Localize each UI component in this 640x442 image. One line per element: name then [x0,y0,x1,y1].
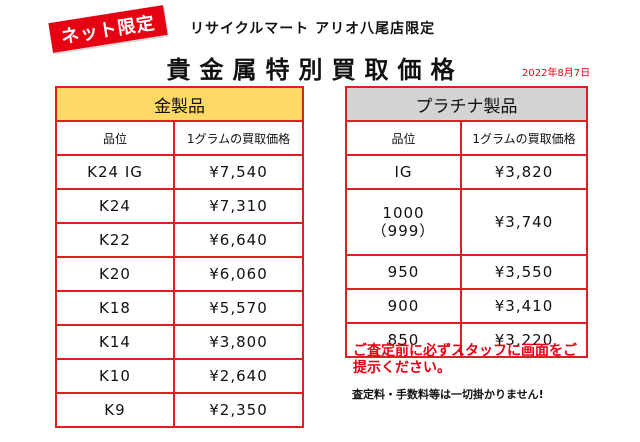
grade-cell: K10 [55,358,175,394]
gold-grade-column-header: 品位 [55,120,175,156]
table-row: K24 IG ¥7,540 [55,154,304,190]
grade-cell: 1000 （999） [345,188,462,256]
platinum-price-table: プラチナ製品 品位 1グラムの買取価格 IG ¥3,820 1000 （999）… [345,86,588,358]
price-cell: ¥7,540 [173,154,304,190]
gold-price-table: 金製品 品位 1グラムの買取価格 K24 IG ¥7,540 K24 ¥7,31… [55,86,304,428]
price-cell: ¥3,410 [460,288,588,324]
table-row: 900 ¥3,410 [345,288,588,324]
grade-cell: K18 [55,290,175,326]
gold-table-header: 金製品 [55,86,304,122]
table-row: 1000 （999） ¥3,740 [345,188,588,256]
price-cell: ¥3,740 [460,188,588,256]
present-screen-notice: ご査定前に必ずスタッフに画面をご 提示ください。 [353,343,593,377]
grade-cell: K20 [55,256,175,292]
price-cell: ¥3,220 [460,322,588,358]
table-row: K22 ¥6,640 [55,222,304,258]
grade-cell: 950 [345,254,462,290]
price-cell: ¥6,060 [173,256,304,292]
page-title: 貴金属特別買取価格 [166,55,464,84]
table-row: K10 ¥2,640 [55,358,304,394]
platinum-table-header: プラチナ製品 [345,86,588,122]
price-cell: ¥3,820 [460,154,588,190]
grade-cell: K22 [55,222,175,258]
table-row: K14 ¥3,800 [55,324,304,360]
gold-price-column-header: 1グラムの買取価格 [173,120,304,156]
grade-main: 1000 [382,204,425,222]
table-row: K20 ¥6,060 [55,256,304,292]
table-row: K24 ¥7,310 [55,188,304,224]
grade-cell: K24 [55,188,175,224]
no-fee-note: 査定料・手数料等は一切掛かりません! [352,388,544,401]
store-name: リサイクルマート アリオ八尾店限定 [190,21,436,37]
platinum-price-column-header: 1グラムの買取価格 [460,120,588,156]
grade-cell: 850 [345,322,462,358]
price-cell: ¥6,640 [173,222,304,258]
price-cell: ¥7,310 [173,188,304,224]
grade-cell: 900 [345,288,462,324]
online-limited-badge: ネット限定 [48,5,168,53]
platinum-grade-column-header: 品位 [345,120,462,156]
grade-cell: K14 [55,324,175,360]
price-cell: ¥3,550 [460,254,588,290]
table-row: 850 ¥3,220 [345,322,588,358]
grade-cell: IG [345,154,462,190]
grade-sub: （999） [371,222,436,240]
table-row: K18 ¥5,570 [55,290,304,326]
grade-cell: K9 [55,392,175,428]
price-cell: ¥2,350 [173,392,304,428]
table-row: IG ¥3,820 [345,154,588,190]
table-row: K9 ¥2,350 [55,392,304,428]
notice-line-2: 提示ください。 [353,360,451,376]
grade-cell: K24 IG [55,154,175,190]
date-label: 2022年8月7日 [522,68,591,79]
notice-line-1: ご査定前に必ずスタッフに画面をご [353,343,577,359]
price-cell: ¥5,570 [173,290,304,326]
table-row: 950 ¥3,550 [345,254,588,290]
price-cell: ¥3,800 [173,324,304,360]
price-cell: ¥2,640 [173,358,304,394]
